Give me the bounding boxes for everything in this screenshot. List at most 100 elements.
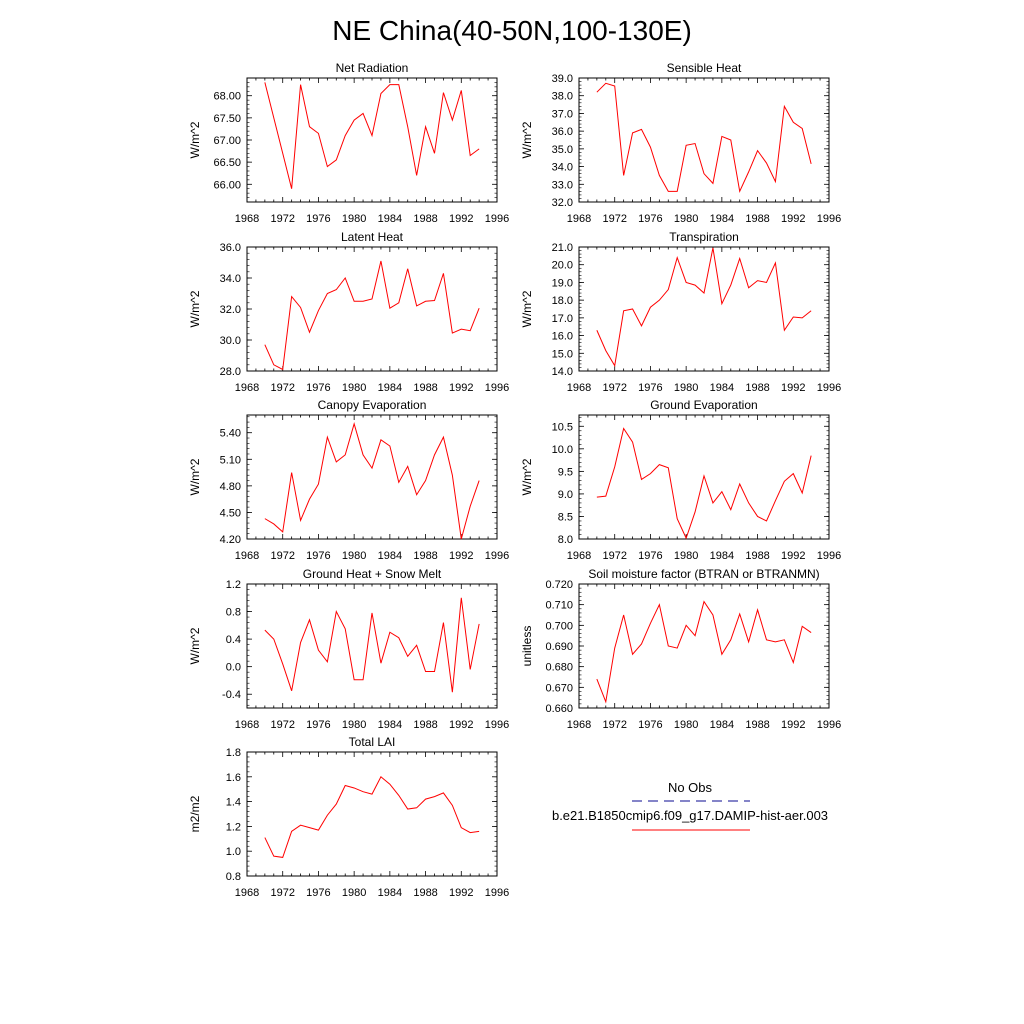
x-tick-label: 1972 [602, 550, 626, 562]
x-tick-label: 1980 [342, 550, 366, 562]
figure-title: NE China(40-50N,100-130E) [332, 15, 692, 46]
x-tick-label: 1976 [306, 719, 330, 731]
y-tick-label: 16.0 [552, 331, 573, 343]
x-tick-label: 1984 [378, 213, 402, 225]
y-axis-label: W/m^2 [188, 121, 202, 158]
x-tick-label: 1996 [485, 213, 509, 225]
y-tick-label: 0.710 [545, 600, 573, 612]
y-tick-label: 21.0 [552, 242, 573, 254]
y-tick-label: 66.00 [213, 179, 241, 191]
x-tick-label: 1972 [270, 213, 294, 225]
plot-frame [578, 77, 830, 203]
x-tick-label: 1968 [235, 382, 259, 394]
panel-4: Transpiration 1968 1972 1976 1980 1984 1988 199… [520, 230, 841, 394]
series-line [596, 82, 812, 194]
x-tick-label: 1968 [235, 887, 259, 899]
y-tick-label: 20.0 [552, 260, 573, 272]
x-tick-label: 1988 [413, 887, 437, 899]
x-tick-label: 1988 [745, 382, 769, 394]
y-tick-label: 18.0 [552, 295, 573, 307]
y-tick-label: 67.00 [213, 135, 241, 147]
y-tick-label: 8.5 [558, 511, 573, 523]
y-tick-label: 33.0 [552, 179, 573, 191]
x-tick-label: 1996 [817, 382, 841, 394]
x-tick-label: 1980 [342, 382, 366, 394]
y-tick-label: 0.660 [545, 703, 573, 715]
y-tick-label: 39.0 [552, 73, 573, 85]
plot-frame [246, 583, 498, 709]
x-tick-label: 1972 [602, 213, 626, 225]
x-tick-label: 1968 [567, 382, 591, 394]
x-tick-label: 1968 [235, 719, 259, 731]
y-tick-label: 1.4 [226, 797, 241, 809]
y-tick-label: 0.690 [545, 641, 573, 653]
x-tick-label: 1988 [745, 213, 769, 225]
x-tick-label: 1980 [342, 213, 366, 225]
y-tick-label: 37.0 [552, 108, 573, 120]
x-tick-label: 1972 [270, 887, 294, 899]
series-line [596, 427, 812, 540]
panels-group: Net Radiation 1968 1972 1976 1980 1984 1988 199… [188, 61, 841, 899]
y-tick-label: 32.0 [220, 304, 241, 316]
x-tick-label: 1968 [235, 550, 259, 562]
x-tick-label: 1996 [817, 213, 841, 225]
series-line [264, 82, 480, 189]
panel-5: Canopy Evaporation 1968 1972 1976 1980 1984 19… [188, 398, 509, 562]
x-tick-label: 1988 [745, 719, 769, 731]
x-tick-label: 1988 [745, 550, 769, 562]
y-tick-label: 1.8 [226, 747, 241, 759]
x-tick-label: 1992 [781, 719, 805, 731]
y-axis-label: W/m^2 [188, 627, 202, 664]
series-line [264, 776, 480, 858]
y-axis-label: unitless [520, 626, 534, 667]
x-tick-label: 1984 [710, 550, 734, 562]
x-tick-label: 1996 [485, 887, 509, 899]
x-tick-label: 1992 [449, 213, 473, 225]
x-tick-label: 1996 [485, 550, 509, 562]
y-tick-label: 66.50 [213, 157, 241, 169]
panel-2: Sensible Heat 1968 1972 1976 1980 1984 1988 199… [520, 61, 841, 225]
x-tick-label: 1984 [378, 719, 402, 731]
y-tick-label: 0.8 [226, 871, 241, 883]
x-tick-label: 1992 [449, 719, 473, 731]
x-tick-label: 1968 [235, 213, 259, 225]
y-tick-label: 4.20 [220, 534, 241, 546]
x-tick-label: 1984 [378, 887, 402, 899]
x-tick-label: 1976 [306, 887, 330, 899]
y-axis-label: W/m^2 [188, 290, 202, 327]
x-tick-label: 1972 [270, 550, 294, 562]
x-tick-label: 1972 [602, 719, 626, 731]
y-axis-label: W/m^2 [520, 121, 534, 158]
y-tick-label: 0.720 [545, 579, 573, 591]
x-tick-label: 1980 [674, 719, 698, 731]
x-tick-label: 1992 [449, 550, 473, 562]
y-tick-label: 1.0 [226, 846, 241, 858]
y-tick-label: 1.6 [226, 772, 241, 784]
y-tick-label: 8.0 [558, 534, 573, 546]
x-tick-label: 1968 [567, 719, 591, 731]
y-tick-label: 36.0 [552, 126, 573, 138]
x-tick-label: 1976 [306, 382, 330, 394]
x-tick-label: 1992 [781, 213, 805, 225]
x-tick-label: 1992 [781, 550, 805, 562]
legend-model-label: b.e21.B1850cmip6.f09_g17.DAMIP-hist-aer.… [552, 808, 828, 823]
y-tick-label: -0.4 [222, 689, 241, 701]
panel-8: Soil moisture factor (BTRAN or BTRANMN) 1… [520, 567, 841, 731]
y-tick-label: 4.50 [220, 507, 241, 519]
x-tick-label: 1984 [710, 719, 734, 731]
y-tick-label: 38.0 [552, 91, 573, 103]
series-line [264, 597, 480, 693]
y-tick-label: 19.0 [552, 277, 573, 289]
x-tick-label: 1980 [342, 719, 366, 731]
y-tick-label: 67.50 [213, 113, 241, 125]
y-tick-label: 17.0 [552, 313, 573, 325]
y-axis-label: W/m^2 [188, 458, 202, 495]
panel-title: Sensible Heat [667, 61, 742, 75]
legend: No Obs b.e21.B1850cmip6.f09_g17.DAMIP-hi… [552, 780, 828, 831]
x-tick-label: 1984 [710, 213, 734, 225]
panel-title: Latent Heat [341, 230, 404, 244]
panel-3: Latent Heat 1968 1972 1976 1980 1984 1988 1992 1… [188, 230, 509, 394]
x-tick-label: 1972 [270, 719, 294, 731]
panel-title: Net Radiation [336, 61, 409, 75]
